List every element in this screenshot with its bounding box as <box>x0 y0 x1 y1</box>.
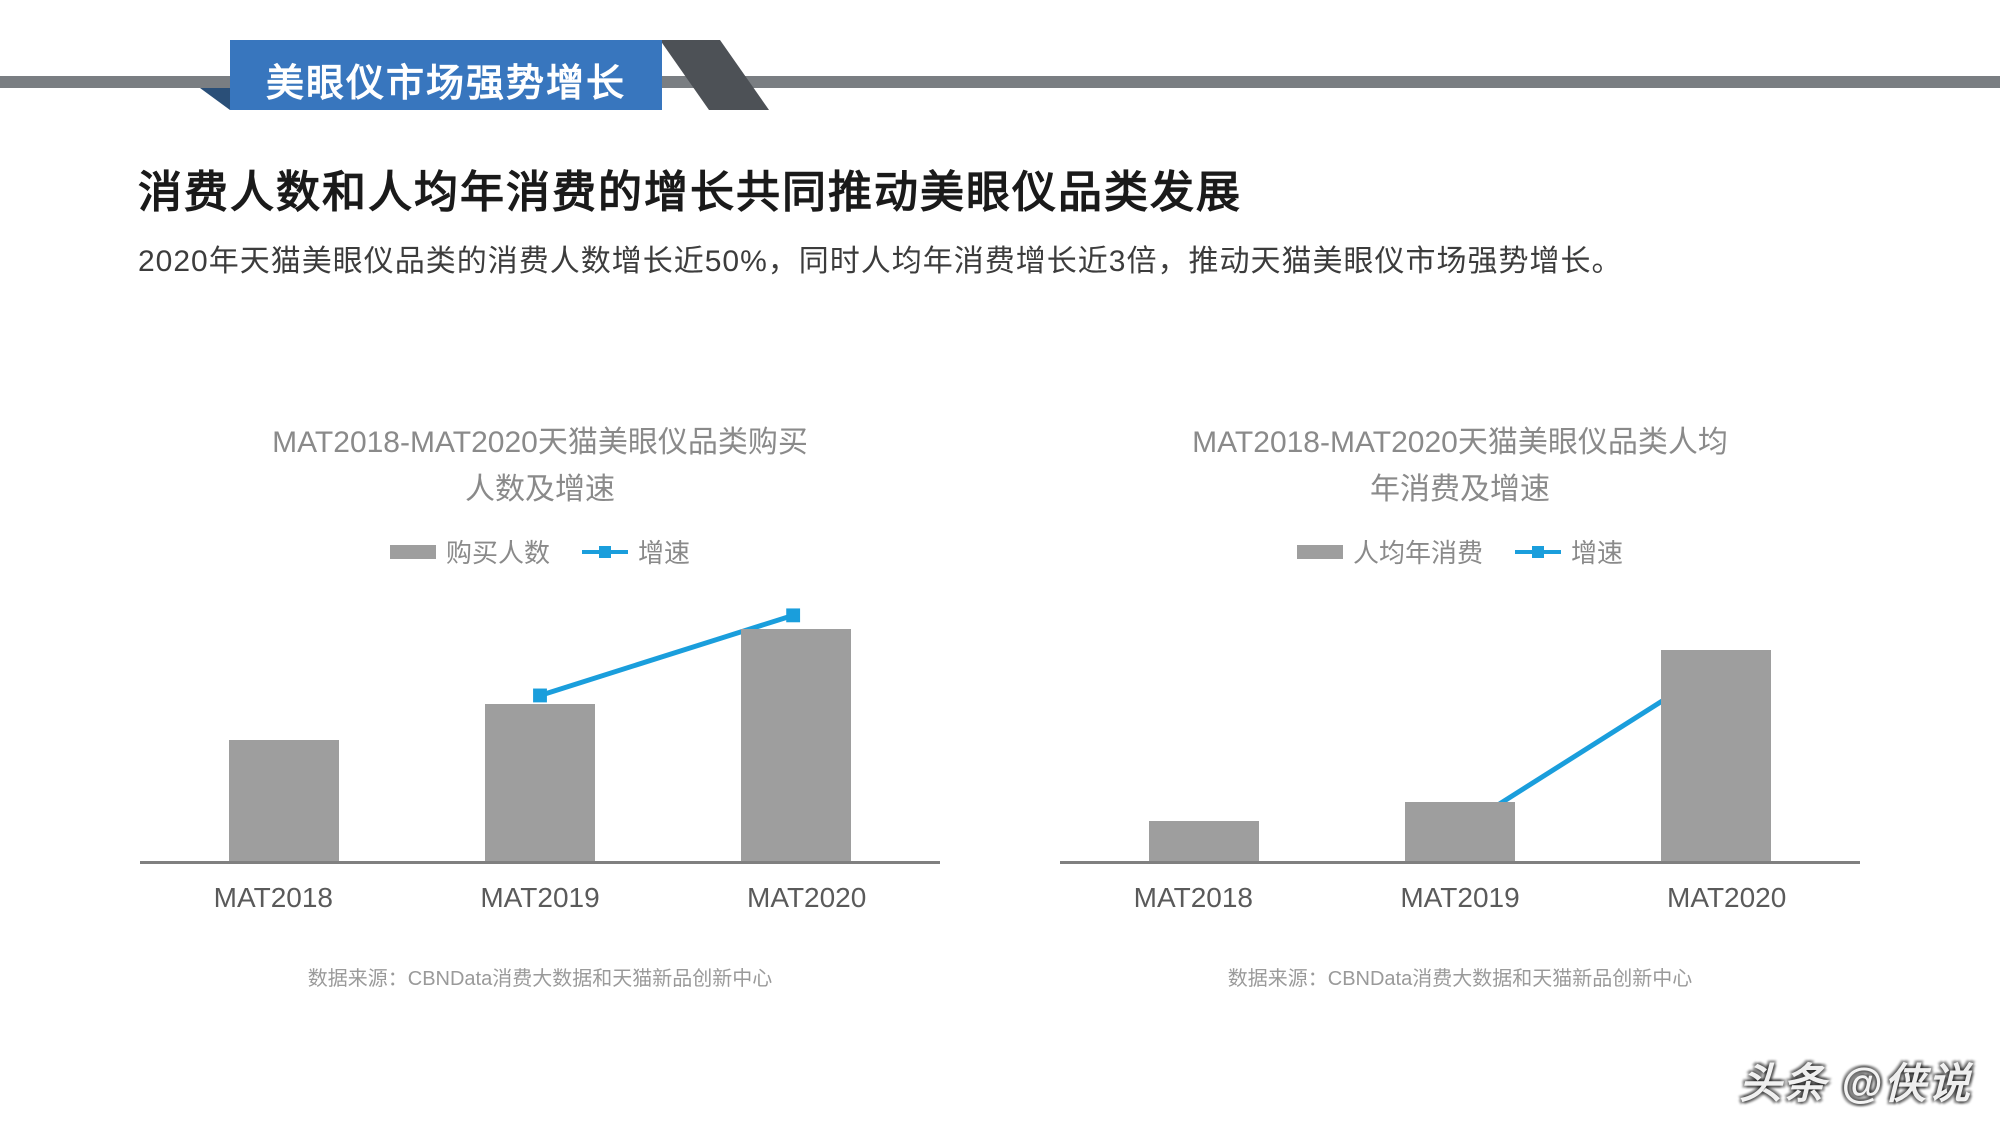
chart-right-title: MAT2018-MAT2020天猫美眼仪品类人均 年消费及增速 <box>1060 420 1860 513</box>
subhead: 2020年天猫美眼仪品类的消费人数增长近50%，同时人均年消费增长近3倍，推动天… <box>138 236 1622 280</box>
banner-fold-icon <box>200 88 230 110</box>
watermark: 头条 @侠说 <box>1739 1050 1972 1111</box>
charts-row: MAT2018-MAT2020天猫美眼仪品类购买 人数及增速 购买人数 增速 M… <box>140 420 1860 991</box>
legend-item-bar: 购买人数 <box>390 533 550 570</box>
legend-bar-label: 购买人数 <box>446 533 550 570</box>
chart-right: MAT2018-MAT2020天猫美眼仪品类人均 年消费及增速 人均年消费 增速… <box>1060 420 1860 991</box>
chart-left-source: 数据来源：CBNData消费大数据和天猫新品创新中心 <box>140 962 940 991</box>
legend-item-line: 增速 <box>582 533 690 570</box>
bar <box>1149 821 1259 862</box>
chart-right-source: 数据来源：CBNData消费大数据和天猫新品创新中心 <box>1060 962 1860 991</box>
chart-left-legend: 购买人数 增速 <box>140 533 940 570</box>
legend-item-line: 增速 <box>1515 533 1623 570</box>
chart-right-plot <box>1060 594 1860 864</box>
bar <box>229 740 339 862</box>
xlabel: MAT2018 <box>1060 882 1327 914</box>
xlabel: MAT2019 <box>407 882 674 914</box>
swatch-line-icon <box>1515 550 1561 554</box>
legend-line-label: 增速 <box>638 533 690 570</box>
chart-right-title-l1: MAT2018-MAT2020天猫美眼仪品类人均 <box>1192 426 1728 459</box>
chart-left-plot <box>140 594 940 864</box>
chart-right-title-l2: 年消费及增速 <box>1370 473 1550 506</box>
bar <box>485 704 595 861</box>
bar <box>741 629 851 861</box>
headline: 消费人数和人均年消费的增长共同推动美眼仪品类发展 <box>138 156 1242 220</box>
chart-right-xlabels: MAT2018 MAT2019 MAT2020 <box>1060 882 1860 914</box>
chart-left: MAT2018-MAT2020天猫美眼仪品类购买 人数及增速 购买人数 增速 M… <box>140 420 940 991</box>
xlabel: MAT2018 <box>140 882 407 914</box>
legend-item-bar: 人均年消费 <box>1297 533 1483 570</box>
xlabel: MAT2020 <box>1593 882 1860 914</box>
bar <box>1661 650 1771 861</box>
xlabel: MAT2020 <box>673 882 940 914</box>
chart-left-xlabels: MAT2018 MAT2019 MAT2020 <box>140 882 940 914</box>
legend-bar-label: 人均年消费 <box>1353 533 1483 570</box>
swatch-line-icon <box>582 550 628 554</box>
chart-left-title-l2: 人数及增速 <box>465 473 615 506</box>
banner-wedge <box>660 40 769 110</box>
legend-line-label: 增速 <box>1571 533 1623 570</box>
banner-tab: 美眼仪市场强势增长 <box>230 40 662 110</box>
swatch-bar-icon <box>1297 545 1343 559</box>
banner: 美眼仪市场强势增长 <box>0 40 2000 122</box>
chart-left-title: MAT2018-MAT2020天猫美眼仪品类购买 人数及增速 <box>140 420 940 513</box>
xlabel: MAT2019 <box>1327 882 1594 914</box>
chart-left-title-l1: MAT2018-MAT2020天猫美眼仪品类购买 <box>272 426 808 459</box>
bar <box>1405 802 1515 861</box>
swatch-bar-icon <box>390 545 436 559</box>
chart-right-legend: 人均年消费 增速 <box>1060 533 1860 570</box>
